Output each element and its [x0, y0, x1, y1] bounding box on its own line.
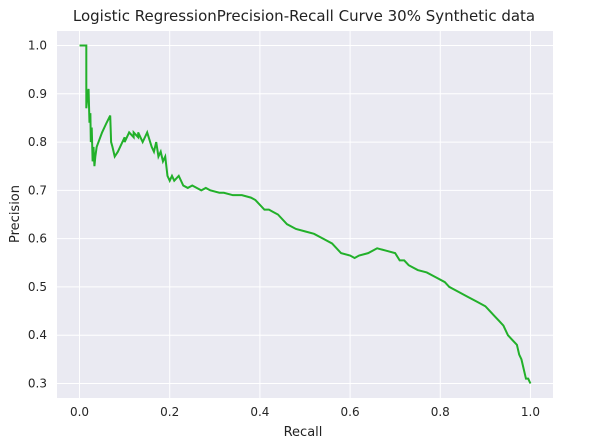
x-tick-label: 0.4	[250, 405, 269, 419]
x-tick-label: 0.6	[341, 405, 360, 419]
y-tick-label: 0.7	[28, 183, 47, 197]
y-tick-label: 0.4	[28, 328, 47, 342]
y-axis-label: Precision	[8, 185, 23, 243]
y-tick-label: 1.0	[28, 38, 47, 52]
x-tick-label: 1.0	[521, 405, 540, 419]
x-axis-label: Recall	[284, 425, 323, 440]
x-tick-label: 0.0	[70, 405, 89, 419]
y-tick-label: 0.6	[28, 232, 47, 246]
y-tick-label: 0.5	[28, 280, 47, 294]
x-tick-label: 0.2	[160, 405, 179, 419]
y-tick-label: 0.9	[28, 87, 47, 101]
y-tick-label: 0.8	[28, 135, 47, 149]
x-tick-label: 0.8	[431, 405, 450, 419]
y-tick-label: 0.3	[28, 377, 47, 391]
plot-area	[57, 31, 553, 398]
precision-recall-line	[79, 44, 532, 384]
chart-title: Logistic RegressionPrecision-Recall Curv…	[73, 7, 535, 25]
